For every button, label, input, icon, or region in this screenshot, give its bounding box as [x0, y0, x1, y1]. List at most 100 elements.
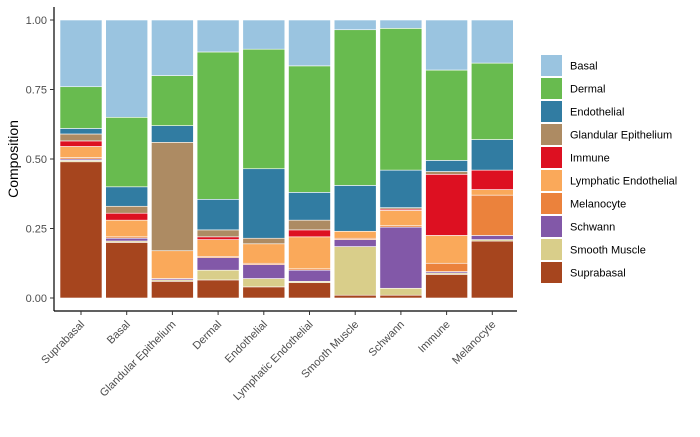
y-ticks: 0.00 0.25 0.50 0.75 1.00 [26, 15, 54, 305]
bar-stack-suprabasal [59, 19, 103, 299]
bar-segment-suprabasal [151, 281, 194, 299]
legend-label: Melanocyte [570, 199, 626, 211]
bar-segment-suprabasal [59, 161, 103, 299]
bar-segment-glandular-epithelium [151, 142, 194, 252]
bar-segment-glandular-epithelium [105, 205, 148, 214]
x-tick-label: Schwann [367, 319, 407, 359]
bar-segment-lymphatic-endothelial [242, 243, 286, 264]
bar-segment-smooth-muscle [333, 246, 377, 296]
bar-segment-endothelial [242, 168, 286, 239]
y-tick-label: 1.00 [26, 15, 47, 27]
legend-swatch [541, 193, 562, 214]
bar-segment-glandular-epithelium [425, 171, 468, 175]
legend-label: Smooth Muscle [570, 245, 646, 257]
bar-stack-smooth-muscle [333, 19, 377, 299]
legend-label: Suprabasal [570, 268, 626, 280]
bar-segment-endothelial [470, 139, 514, 171]
bar-stack-endothelial [242, 19, 286, 299]
bar-segment-dermal [288, 65, 331, 193]
bar-segment-lymphatic-endothelial [59, 146, 103, 158]
bar-segment-dermal [425, 69, 468, 161]
bar-segment-lymphatic-endothelial [151, 250, 194, 279]
bar-segment-endothelial [333, 185, 377, 232]
y-tick-label: 0.25 [26, 224, 47, 236]
bar-segment-immune [196, 236, 240, 240]
legend-swatch [541, 170, 562, 191]
bar-segment-melanocyte [470, 194, 514, 236]
x-tick-label: Glandular Epithelium [98, 319, 179, 400]
legend-item-glandular-epithelium: Glandular Epithelium [541, 124, 672, 145]
bar-segment-schwann [196, 257, 240, 271]
legend-item-smooth-muscle: Smooth Muscle [541, 239, 646, 260]
bar-segment-basal [242, 19, 286, 50]
bar-stack-glandular-epithelium [151, 19, 194, 299]
bars-layer [59, 19, 514, 299]
legend-label: Lymphatic Endothelial [570, 176, 677, 188]
x-tick-label: Endothelial [223, 319, 270, 366]
bar-segment-basal [288, 19, 331, 67]
bar-segment-suprabasal [470, 240, 514, 299]
legend-swatch [541, 147, 562, 168]
bar-segment-basal [333, 19, 377, 31]
legend-swatch [541, 262, 562, 283]
bar-segment-endothelial [196, 199, 240, 231]
bar-segment-endothelial [151, 125, 194, 143]
bar-segment-schwann [242, 264, 286, 279]
bar-segment-suprabasal [333, 294, 377, 299]
legend-label: Glandular Epithelium [570, 130, 672, 142]
y-tick-label: 0.75 [26, 85, 47, 97]
bar-segment-immune [425, 173, 468, 236]
legend-label: Basal [570, 61, 598, 73]
legend-label: Endothelial [570, 107, 624, 119]
legend-swatch [541, 78, 562, 99]
bar-segment-glandular-epithelium [288, 219, 331, 231]
bar-segment-basal [105, 19, 148, 118]
bar-segment-endothelial [59, 128, 103, 135]
bar-segment-dermal [333, 29, 377, 186]
legend-label: Immune [570, 153, 610, 165]
legend-item-lymphatic-endothelial: Lymphatic Endothelial [541, 170, 677, 191]
legend-item-melanocyte: Melanocyte [541, 193, 626, 214]
x-tick-label: Immune [416, 319, 453, 356]
bar-segment-smooth-muscle [379, 287, 423, 296]
legend-item-immune: Immune [541, 147, 610, 168]
x-tick-label: Lymphatic Endothelial [231, 319, 315, 403]
bar-segment-dermal [196, 51, 240, 200]
x-tick-label: Basal [105, 319, 133, 347]
bar-segment-lymphatic-endothelial [105, 219, 148, 238]
bar-segment-basal [425, 19, 468, 71]
bar-segment-dermal [379, 28, 423, 171]
legend-label: Schwann [570, 222, 615, 234]
bar-segment-lymphatic-endothelial [333, 230, 377, 239]
bar-segment-endothelial [288, 192, 331, 221]
bar-segment-schwann [470, 235, 514, 240]
bar-segment-lymphatic-endothelial [379, 210, 423, 227]
bar-segment-suprabasal [196, 279, 240, 299]
bar-stack-basal [105, 19, 148, 299]
bar-stack-immune [425, 19, 468, 299]
bar-segment-schwann [105, 237, 148, 242]
bar-segment-suprabasal [379, 294, 423, 299]
x-tick-label: Dermal [191, 319, 225, 353]
x-tick-label: Melanocyte [450, 319, 498, 367]
bar-segment-dermal [470, 62, 514, 140]
bar-segment-suprabasal [425, 274, 468, 299]
bar-segment-lymphatic-endothelial [470, 189, 514, 196]
bar-segment-basal [59, 19, 103, 88]
x-tick-label: Suprabasal [39, 319, 87, 367]
bar-segment-lymphatic-endothelial [425, 235, 468, 264]
bar-segment-immune [470, 169, 514, 190]
bar-segment-immune [105, 212, 148, 221]
legend-item-suprabasal: Suprabasal [541, 262, 626, 283]
bar-segment-dermal [151, 75, 194, 126]
bar-segment-immune [59, 140, 103, 147]
legend-item-endothelial: Endothelial [541, 101, 624, 122]
bar-segment-basal [151, 19, 194, 76]
legend-swatch [541, 239, 562, 260]
bar-segment-basal [379, 19, 423, 29]
legend-item-dermal: Dermal [541, 78, 605, 99]
bar-stack-schwann [379, 19, 423, 299]
